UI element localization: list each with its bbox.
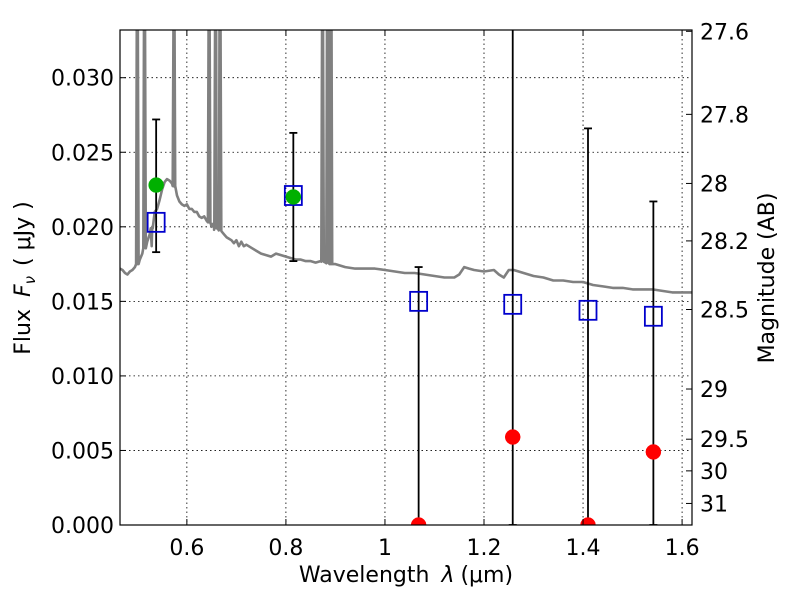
plot-area — [120, 30, 692, 525]
model-spectrum-layer — [120, 30, 692, 294]
model-photometry-square — [503, 293, 523, 315]
x-tick-label: 0.6 — [169, 536, 204, 561]
model-photometry-square — [643, 305, 663, 327]
non-detection-point — [645, 444, 662, 460]
model-photometry-square — [283, 185, 303, 206]
y-tick-label: 0.025 — [51, 141, 114, 166]
y-axis-left: 0.000 0.005 0.010 0.015 0.020 0.025 0.030 — [51, 67, 126, 539]
y2-tick-label: 29 — [700, 378, 728, 403]
non-detection-point — [410, 517, 427, 525]
model-photometry-square — [578, 299, 598, 321]
x-axis-title: Wavelength λ (μm) — [299, 563, 513, 588]
x-tick-label: 1.4 — [566, 536, 601, 561]
y2-tick-label: 27.8 — [700, 103, 749, 128]
y-tick-label: 0.005 — [51, 439, 114, 464]
x-tick-label: 1.2 — [467, 536, 502, 561]
non-detection-point — [504, 429, 521, 445]
y2-tick-label: 27.6 — [700, 20, 749, 45]
detection-point — [148, 177, 164, 193]
y-tick-label: 0.015 — [51, 290, 114, 315]
y2-axis-title: Magnitude (AB) — [755, 193, 780, 364]
y2-tick-label: 28.2 — [700, 230, 749, 255]
y-axis-right: 27.6 27.8 28 28.2 28.5 29 29.5 30 31 — [686, 20, 749, 517]
detection-point — [285, 189, 302, 205]
y-tick-label: 0.020 — [51, 216, 114, 241]
plot-frame — [119, 29, 693, 526]
y2-tick-label: 31 — [700, 492, 728, 517]
y2-tick-label: 29.5 — [700, 428, 749, 453]
y2-tick-label: 28 — [700, 172, 728, 197]
y-tick-label: 0.010 — [51, 365, 114, 390]
model-photometry-square — [146, 211, 166, 233]
y-tick-label: 0.030 — [51, 67, 114, 92]
x-tick-label: 1.6 — [665, 536, 700, 561]
model-photometry-layer — [146, 185, 663, 327]
non-detection-point — [580, 517, 596, 525]
x-axis: 0.6 0.8 1 1.2 1.4 1.6 — [169, 30, 700, 561]
y2-tick-label: 28.5 — [700, 298, 749, 323]
x-tick-label: 0.8 — [268, 536, 303, 561]
y-axis-title: FluxFν( μJy ) — [11, 201, 39, 354]
y2-tick-label: 30 — [700, 460, 728, 485]
observation-layer — [148, 177, 662, 525]
model-photometry-square — [409, 290, 429, 312]
y-tick-label: 0.000 — [51, 514, 114, 539]
model-spectrum-line — [120, 30, 692, 294]
x-tick-label: 1 — [378, 536, 392, 561]
